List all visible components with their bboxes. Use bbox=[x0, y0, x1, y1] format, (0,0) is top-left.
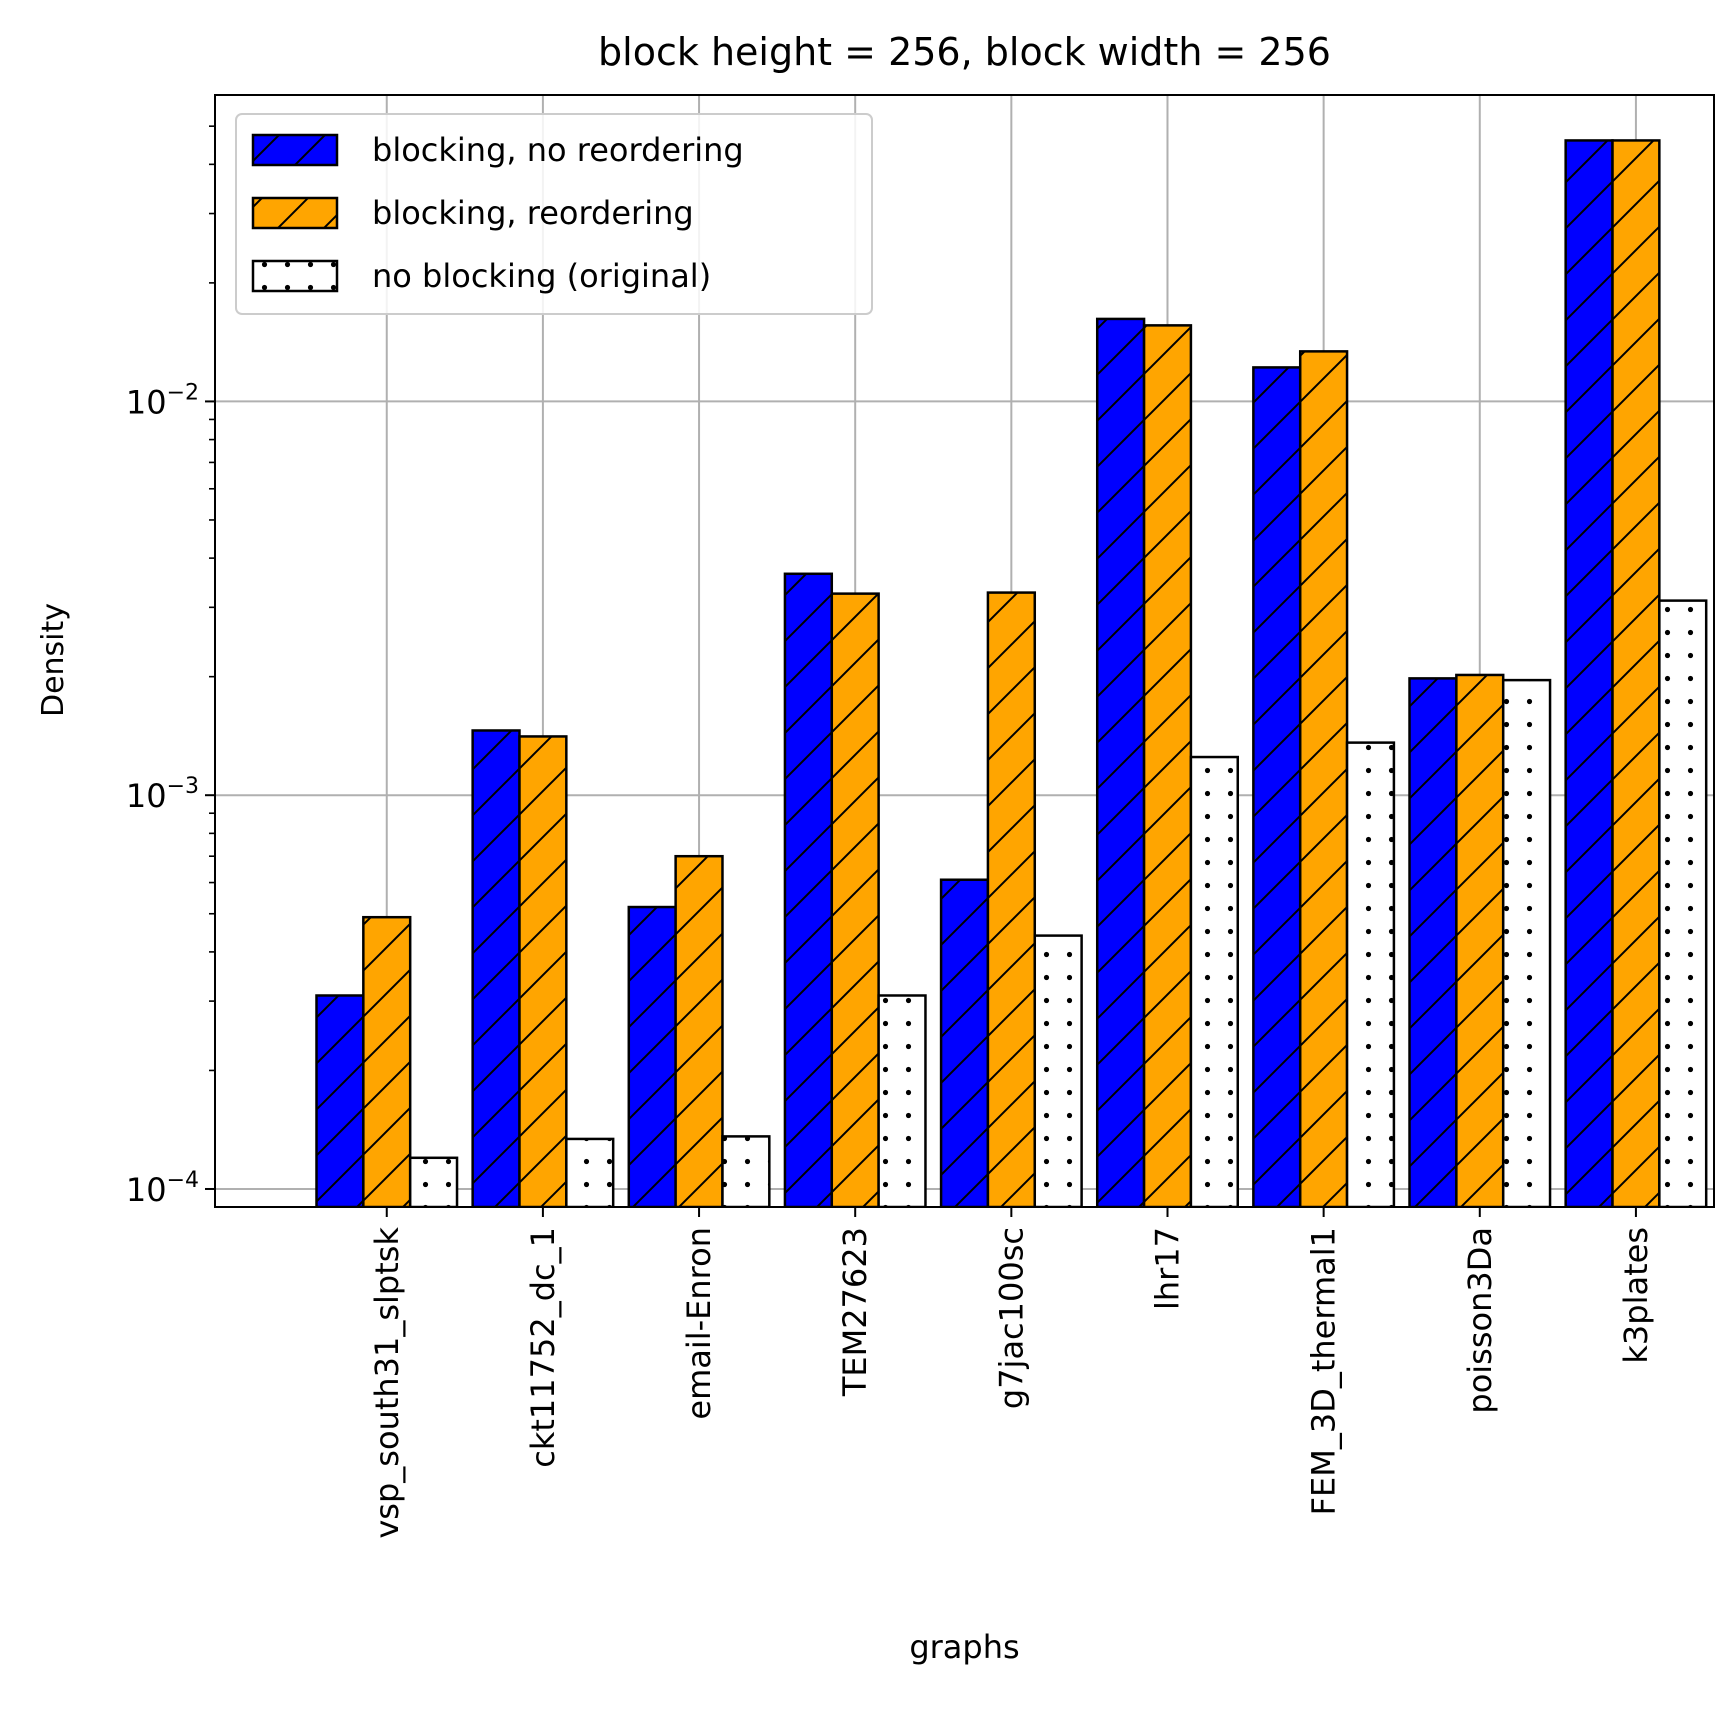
x-tick-label: k3plates bbox=[1617, 1227, 1655, 1364]
y-tick-base: 10 bbox=[126, 1171, 167, 1209]
bar bbox=[1095, 317, 1146, 1207]
bar bbox=[1252, 366, 1302, 1207]
y-axis: 10−410−310−2 bbox=[126, 125, 215, 1209]
bar bbox=[1455, 673, 1505, 1207]
bar bbox=[1189, 755, 1240, 1207]
x-tick-label: poisson3Da bbox=[1461, 1227, 1499, 1414]
legend-box bbox=[235, 113, 873, 315]
legend-label: blocking, reordering bbox=[372, 194, 694, 232]
bars bbox=[315, 139, 1708, 1207]
bar bbox=[1142, 324, 1193, 1207]
legend-label: no blocking (original) bbox=[372, 257, 711, 295]
bar bbox=[674, 854, 724, 1207]
bar bbox=[1298, 350, 1349, 1207]
x-tick-label: vsp_south31_slptsk bbox=[368, 1227, 406, 1539]
y-tick-exponent: −2 bbox=[167, 380, 199, 405]
y-tick-label: 10−3 bbox=[126, 774, 199, 815]
bar bbox=[783, 572, 834, 1207]
x-tick-label: lhr17 bbox=[1148, 1227, 1186, 1310]
bar bbox=[1408, 677, 1458, 1207]
legend-swatch bbox=[251, 133, 339, 167]
bar bbox=[362, 915, 412, 1207]
x-tick-label: email-Enron bbox=[680, 1227, 718, 1420]
x-tick-label: ckt11752_dc_1 bbox=[524, 1227, 562, 1468]
y-tick-base: 10 bbox=[126, 777, 167, 815]
bar bbox=[1345, 741, 1396, 1207]
bar bbox=[830, 592, 880, 1207]
y-tick-label: 10−4 bbox=[126, 1168, 199, 1209]
bar bbox=[1658, 599, 1708, 1207]
bar bbox=[1033, 934, 1083, 1207]
x-axis: vsp_south31_slptsk ckt11752_dc_1 email-Enr… bbox=[368, 1207, 1655, 1539]
legend-swatch bbox=[251, 259, 339, 293]
x-tick-label: FEM_3D_thermal1 bbox=[1305, 1227, 1343, 1515]
legend: blocking, no reordering blocking, reorder… bbox=[235, 113, 873, 315]
bar bbox=[518, 735, 568, 1207]
y-tick-exponent: −3 bbox=[167, 774, 199, 799]
bar bbox=[315, 994, 365, 1207]
y-tick-label: 10−2 bbox=[126, 380, 199, 421]
y-axis-label: Density bbox=[36, 603, 71, 717]
bar bbox=[1611, 139, 1661, 1207]
bar bbox=[471, 729, 521, 1207]
legend-label: blocking, no reordering bbox=[372, 131, 744, 169]
bar bbox=[627, 905, 677, 1207]
bar bbox=[565, 1137, 615, 1207]
chart-title: block height = 256, block width = 256 bbox=[598, 30, 1331, 74]
bar bbox=[877, 994, 927, 1207]
bar bbox=[939, 878, 990, 1207]
bar bbox=[1564, 139, 1614, 1207]
bar bbox=[408, 1156, 459, 1207]
bar bbox=[986, 591, 1037, 1207]
x-tick-label: TEM27623 bbox=[836, 1227, 874, 1397]
bar bbox=[1501, 678, 1552, 1207]
bar bbox=[721, 1135, 771, 1207]
x-axis-label: graphs bbox=[909, 1628, 1019, 1666]
x-tick-label: g7jac100sc bbox=[992, 1227, 1030, 1409]
plot-frame bbox=[214, 94, 1715, 1208]
y-tick-exponent: −4 bbox=[167, 1168, 199, 1193]
y-tick-base: 10 bbox=[126, 383, 167, 421]
legend-swatch bbox=[251, 196, 339, 230]
